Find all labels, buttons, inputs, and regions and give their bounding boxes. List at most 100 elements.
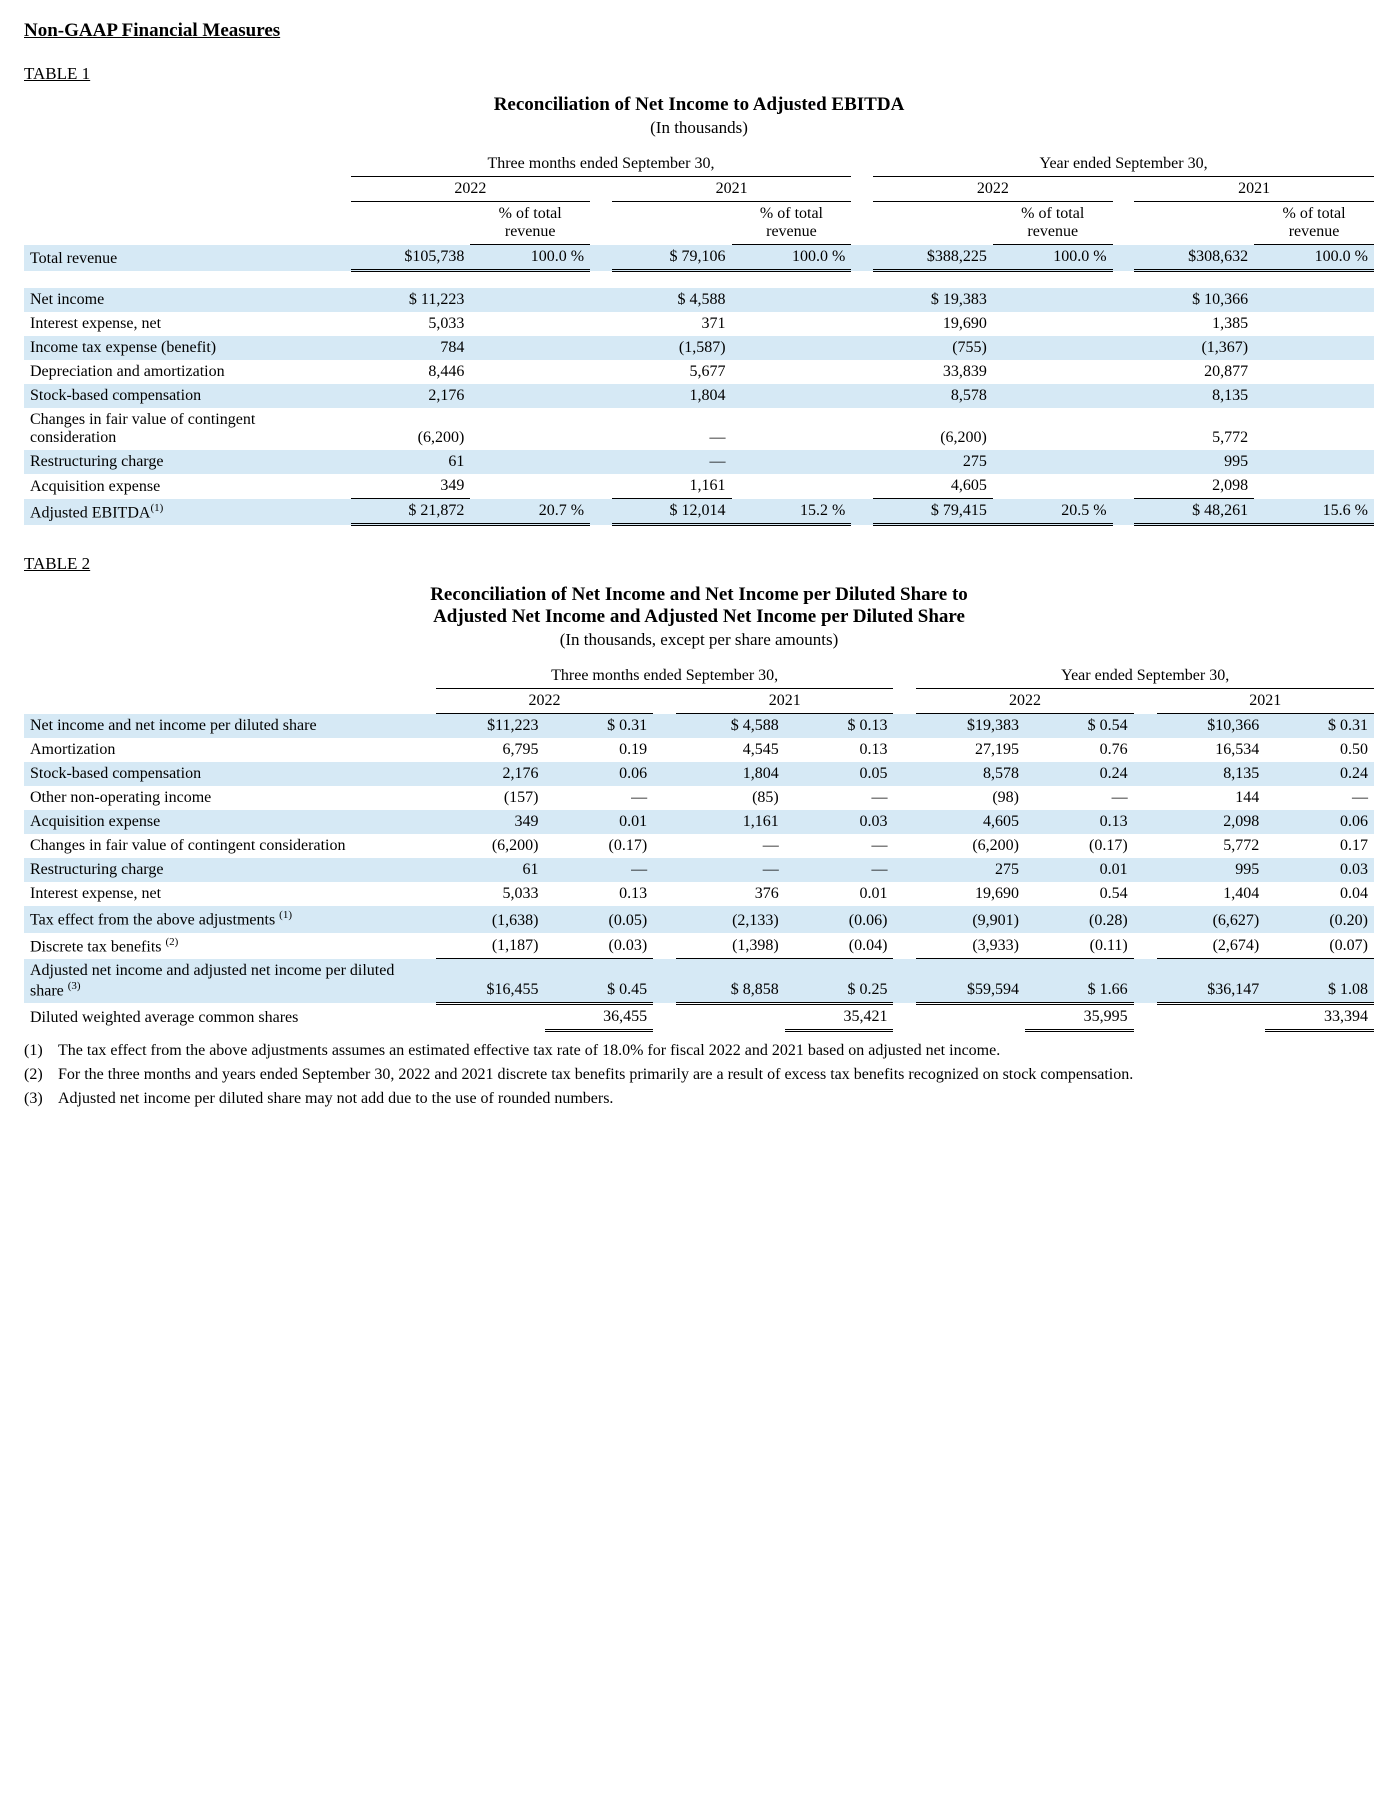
cell: 4,605: [916, 810, 1025, 834]
t2-year-y22: 2022: [916, 689, 1133, 714]
cell: 376: [676, 882, 785, 906]
cell: —: [785, 834, 894, 858]
cell: $ 21,872: [351, 499, 471, 525]
cell: $ 19,383: [873, 288, 993, 312]
cell: (0.28): [1025, 906, 1134, 932]
footnote-1: (1) The tax effect from the above adjust…: [24, 1042, 1374, 1060]
cell: 15.6 %: [1254, 499, 1374, 525]
cell: (6,200): [436, 834, 545, 858]
cell: 15.2 %: [732, 499, 852, 525]
table2-label: TABLE 2: [24, 554, 1374, 574]
t1-row-fv: Changes in fair value of contingent cons…: [24, 408, 1374, 450]
cell: 995: [1134, 450, 1254, 474]
table1-subtitle: (In thousands): [24, 118, 1374, 138]
cell: 0.24: [1265, 762, 1374, 786]
cell: 8,446: [351, 360, 471, 384]
footnote-2: (2) For the three months and years ended…: [24, 1066, 1374, 1084]
cell: 0.03: [785, 810, 894, 834]
cell: $ 48,261: [1134, 499, 1254, 525]
table1-title: Reconciliation of Net Income to Adjusted…: [24, 94, 1374, 116]
cell: (1,398): [676, 933, 785, 959]
cell: 0.13: [545, 882, 654, 906]
t2-row-other: Other non-operating income (157) — (85) …: [24, 786, 1374, 810]
cell: 371: [612, 312, 732, 336]
footnotes: (1) The tax effect from the above adjust…: [24, 1042, 1374, 1108]
cell: (98): [916, 786, 1025, 810]
t2-row-sbc: Stock-based compensation 2,176 0.06 1,80…: [24, 762, 1374, 786]
cell: $ 1.08: [1265, 959, 1374, 1003]
cell: (1,187): [436, 933, 545, 959]
cell-label: Income tax expense (benefit): [24, 336, 351, 360]
cell: (0.17): [1025, 834, 1134, 858]
cell: 0.54: [1025, 882, 1134, 906]
cell: 0.06: [545, 762, 654, 786]
cell: —: [676, 834, 785, 858]
cell: —: [1265, 786, 1374, 810]
cell: 36,455: [545, 1003, 654, 1030]
cell: 1,161: [676, 810, 785, 834]
cell: 5,033: [351, 312, 471, 336]
footnote-num: (3): [24, 1090, 58, 1108]
cell: $388,225: [873, 245, 993, 271]
cell: 8,578: [916, 762, 1025, 786]
cell: $ 1.66: [1025, 959, 1134, 1003]
t2-period-y: Year ended September 30,: [916, 664, 1374, 689]
page-heading: Non-GAAP Financial Measures: [24, 20, 1374, 42]
t2-year-q22: 2022: [436, 689, 653, 714]
cell: (9,901): [916, 906, 1025, 932]
cell: 995: [1157, 858, 1266, 882]
cell: (0.05): [545, 906, 654, 932]
cell: $16,455: [436, 959, 545, 1003]
t2-row-shares: Diluted weighted average common shares 3…: [24, 1003, 1374, 1030]
t1-pct-h4: % of total revenue: [1254, 202, 1374, 245]
cell: 1,385: [1134, 312, 1254, 336]
cell: 5,677: [612, 360, 732, 384]
cell: (157): [436, 786, 545, 810]
cell: 349: [436, 810, 545, 834]
cell: $10,366: [1157, 714, 1266, 739]
cell-label: Stock-based compensation: [24, 762, 436, 786]
cell: 0.03: [1265, 858, 1374, 882]
cell: (0.20): [1265, 906, 1374, 932]
cell: 20.5 %: [993, 499, 1113, 525]
cell: (0.03): [545, 933, 654, 959]
cell: $ 0.54: [1025, 714, 1134, 739]
cell: 5,772: [1157, 834, 1266, 858]
cell: (0.06): [785, 906, 894, 932]
cell: 100.0 %: [993, 245, 1113, 271]
t1-pct-h3: % of total revenue: [993, 202, 1113, 245]
cell: 0.19: [545, 738, 654, 762]
cell: 275: [916, 858, 1025, 882]
t2-row-restr: Restructuring charge 61 — — — 275 0.01 9…: [24, 858, 1374, 882]
cell: (0.17): [545, 834, 654, 858]
cell: 0.01: [1025, 858, 1134, 882]
cell-label: Amortization: [24, 738, 436, 762]
cell: 8,135: [1134, 384, 1254, 408]
t1-period-q: Three months ended September 30,: [351, 152, 852, 177]
cell: 0.24: [1025, 762, 1134, 786]
footnote-text: Adjusted net income per diluted share ma…: [58, 1090, 613, 1108]
t1-year-y22: 2022: [873, 177, 1112, 202]
cell: —: [545, 786, 654, 810]
cell: 8,135: [1157, 762, 1266, 786]
t2-row-fv: Changes in fair value of contingent cons…: [24, 834, 1374, 858]
t1-period-y: Year ended September 30,: [873, 152, 1374, 177]
footnote-text: The tax effect from the above adjustment…: [58, 1042, 1000, 1060]
cell-label: Interest expense, net: [24, 312, 351, 336]
cell: —: [785, 786, 894, 810]
cell: —: [676, 858, 785, 882]
t1-row-da: Depreciation and amortization 8,446 5,67…: [24, 360, 1374, 384]
cell: 2,098: [1134, 474, 1254, 499]
cell-label: Changes in fair value of contingent cons…: [24, 834, 436, 858]
cell: (85): [676, 786, 785, 810]
footnote-num: (1): [24, 1042, 58, 1060]
cell: (2,674): [1157, 933, 1266, 959]
t1-pct-h1: % of total revenue: [470, 202, 590, 245]
cell-label: Net income and net income per diluted sh…: [24, 714, 436, 739]
cell: 1,804: [676, 762, 785, 786]
cell: 33,394: [1265, 1003, 1374, 1030]
cell: —: [1025, 786, 1134, 810]
cell: 4,605: [873, 474, 993, 499]
t1-row-acq: Acquisition expense 349 1,161 4,605 2,09…: [24, 474, 1374, 499]
cell-label: Acquisition expense: [24, 474, 351, 499]
